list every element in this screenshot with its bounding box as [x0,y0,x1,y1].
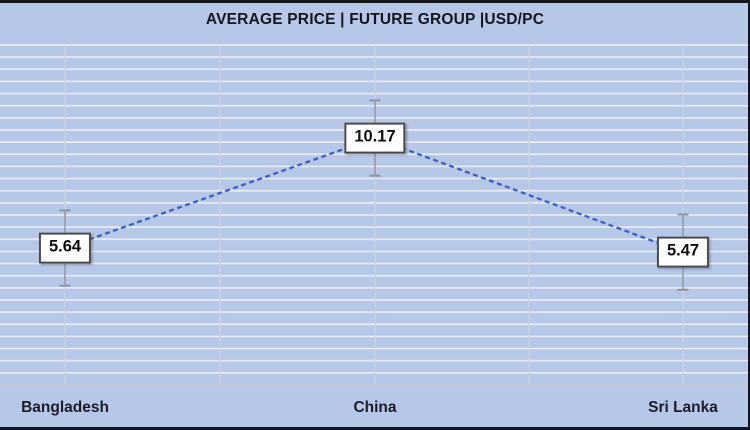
series-line [64,136,684,254]
chart-title: AVERAGE PRICE | FUTURE GROUP |USD/PC [205,11,545,28]
chart-border-top [0,0,750,3]
chart-border-bottom [0,427,750,430]
chart-border-right [748,0,750,430]
